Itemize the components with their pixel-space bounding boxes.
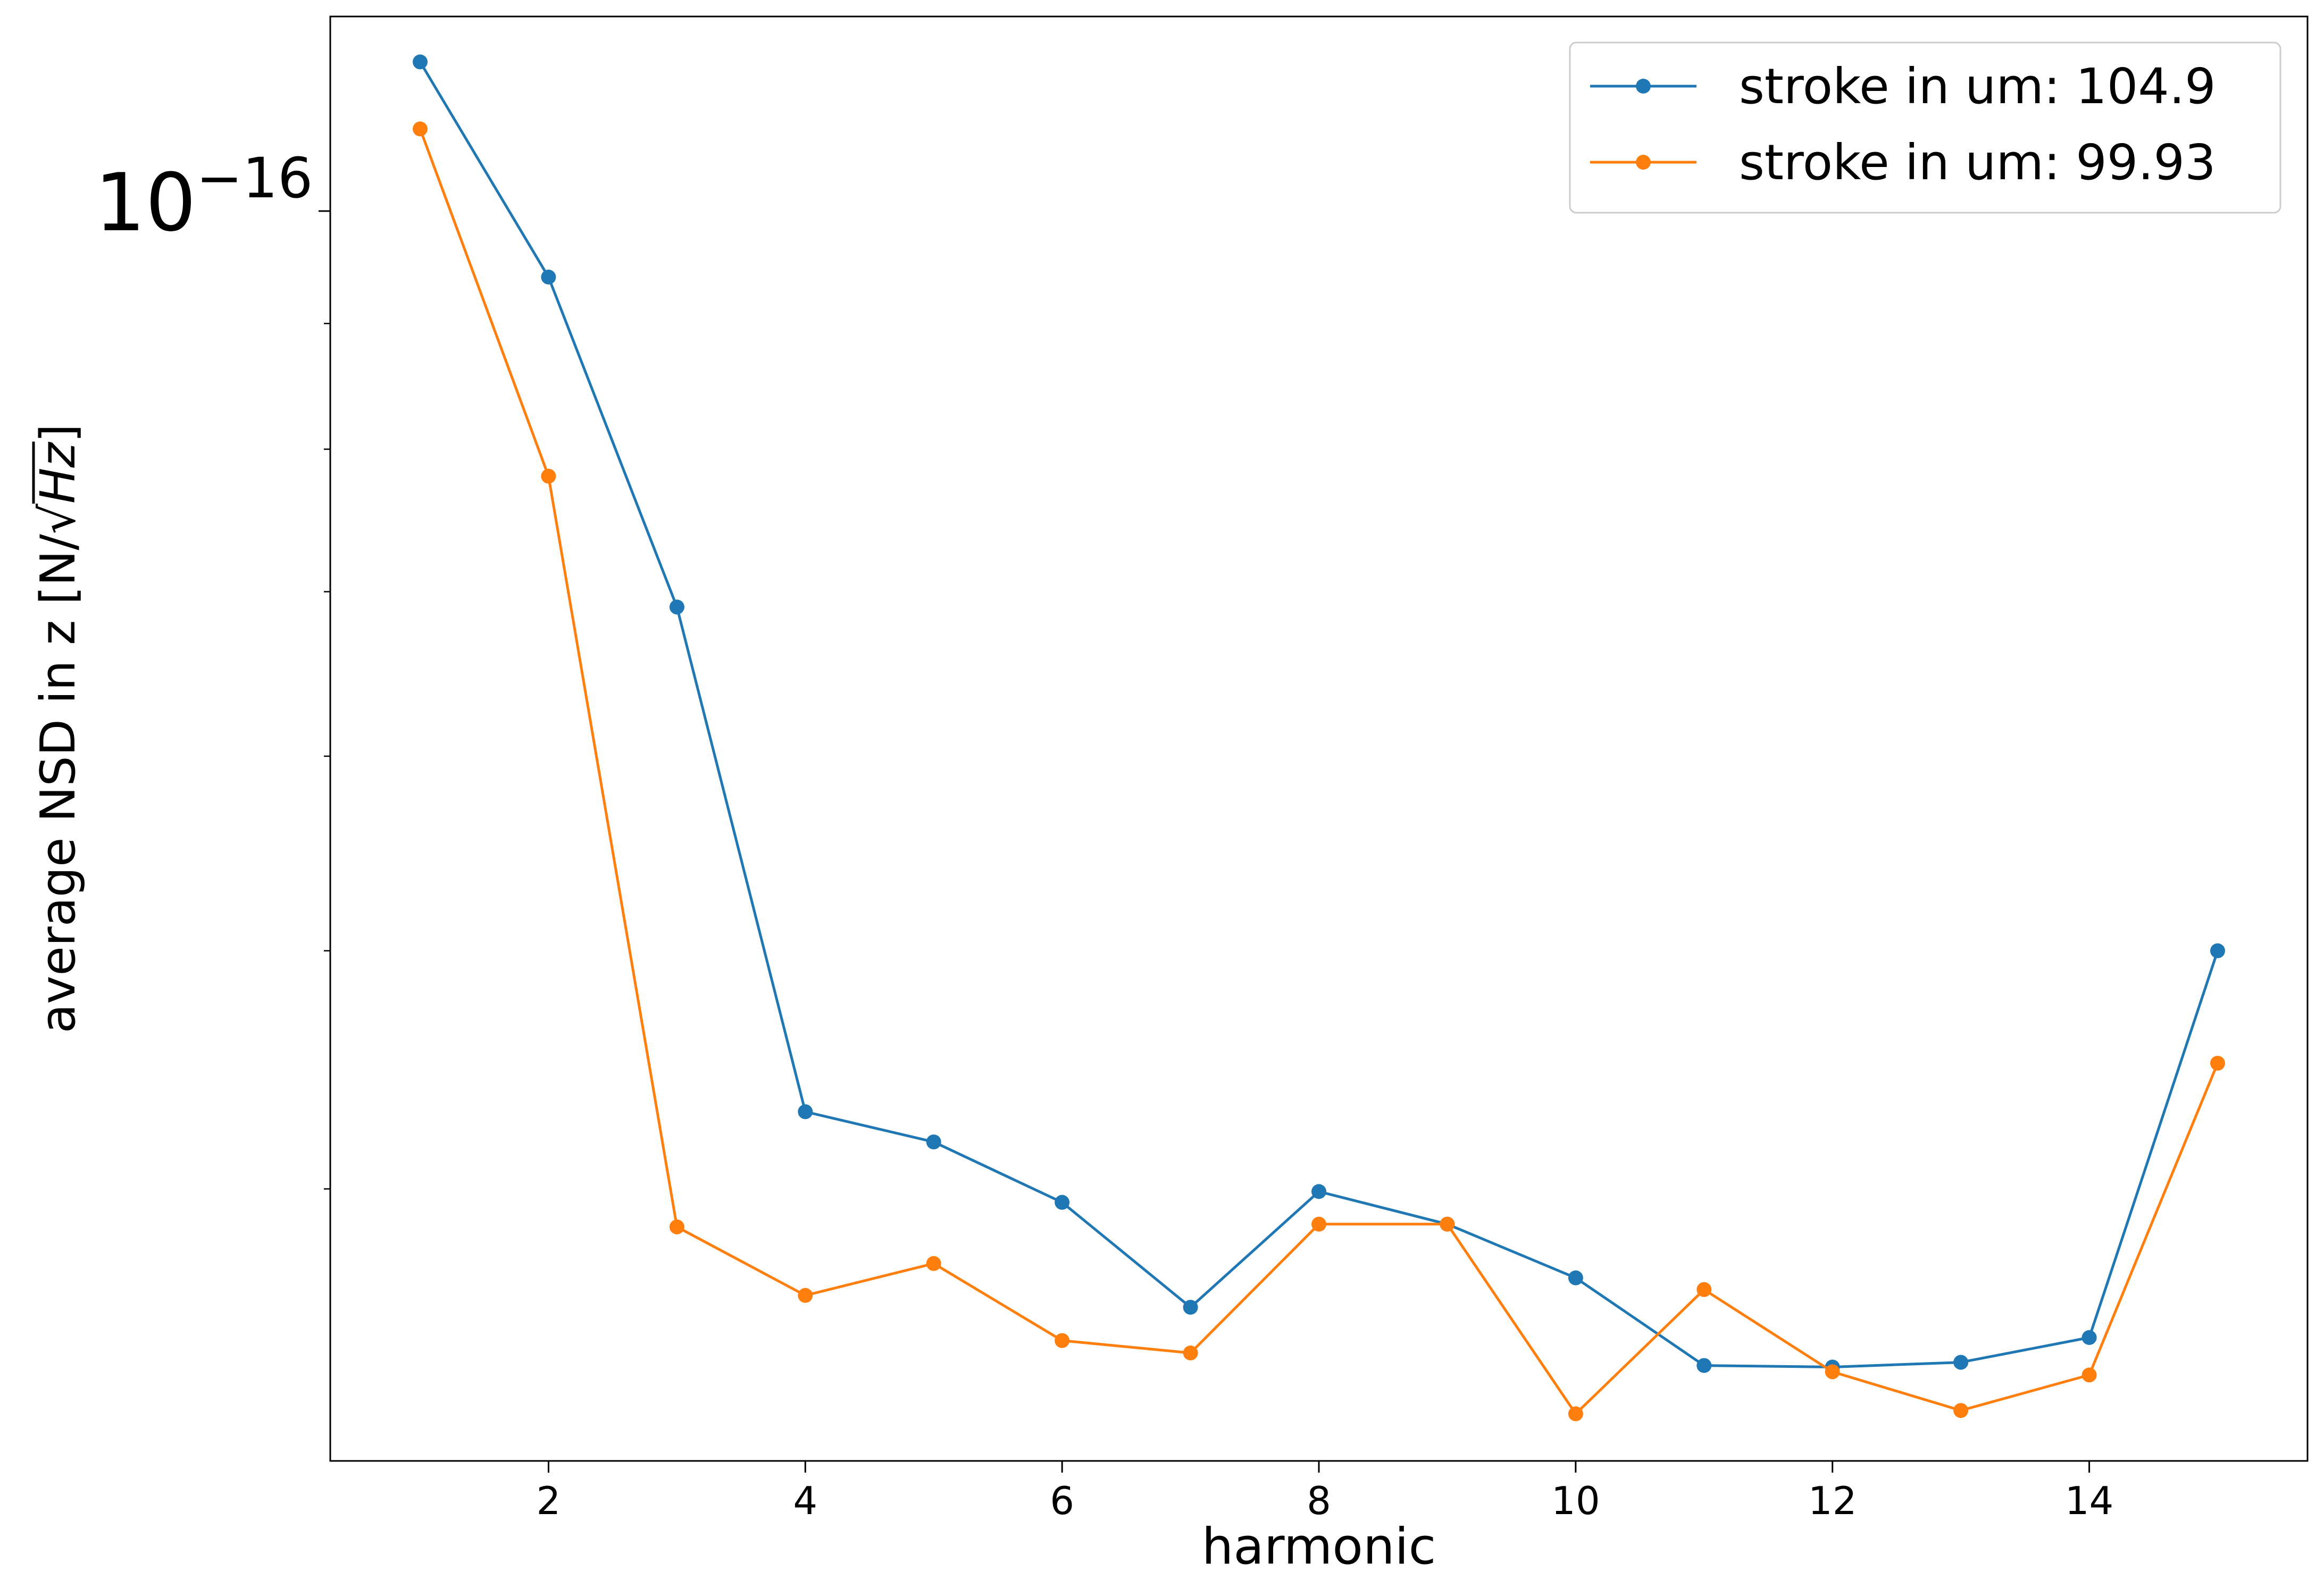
y-axis-label-suffix: ] [30, 424, 86, 442]
y-tick-label: 10−16 [95, 146, 313, 249]
data-point [413, 121, 428, 137]
data-point [1183, 1300, 1198, 1315]
data-point [1311, 1184, 1326, 1199]
y-axis-label: average NSD in z [N/√Hz] [30, 424, 86, 1033]
data-point [1055, 1333, 1070, 1348]
data-point [1183, 1346, 1198, 1360]
sqrt-symbol: √ [30, 503, 86, 534]
plot-data [413, 54, 2225, 1422]
legend-item: stroke in um: 104.9 [1590, 58, 2216, 115]
x-axis-ticks: 2 4 6 8 10 12 14 [537, 1461, 2114, 1523]
data-point [1440, 1216, 1455, 1232]
data-point [2081, 1367, 2097, 1383]
data-point [1568, 1406, 1583, 1422]
legend-marker [1636, 79, 1651, 94]
y-tick-exponent: −16 [196, 146, 313, 211]
legend-item: stroke in um: 99.93 [1590, 134, 2216, 191]
legend: stroke in um: 104.9 stroke in um: 99.93 [1569, 41, 2281, 214]
data-point [798, 1104, 813, 1119]
data-point [669, 1219, 684, 1234]
y-tick-base: 10 [95, 157, 196, 249]
data-point [1311, 1216, 1326, 1232]
x-tick-label: 8 [1307, 1478, 1331, 1523]
data-point [1825, 1364, 1840, 1380]
data-point [2081, 1330, 2097, 1345]
data-point [2210, 943, 2225, 958]
legend-label: stroke in um: 104.9 [1739, 58, 2216, 115]
series-1 [413, 54, 2225, 1375]
x-tick-label: 14 [2065, 1478, 2114, 1523]
x-tick-label: 4 [793, 1478, 817, 1523]
data-point [413, 54, 428, 70]
data-point [2210, 1056, 2225, 1071]
legend-marker [1636, 155, 1651, 170]
y-axis-ticks: 10−16 [95, 146, 330, 1190]
data-point [1953, 1355, 1969, 1370]
series-2 [413, 121, 2225, 1422]
legend-box [1569, 41, 2281, 214]
data-point [541, 270, 556, 285]
x-tick-label: 10 [1551, 1478, 1600, 1523]
legend-label: stroke in um: 99.93 [1739, 134, 2216, 191]
y-axis-label-prefix: average NSD in z [N/ [30, 534, 86, 1033]
x-axis-label: harmonic [1202, 1518, 1436, 1576]
data-point [926, 1256, 941, 1271]
data-point [541, 469, 556, 484]
x-tick-label: 6 [1050, 1478, 1074, 1523]
data-point [1568, 1270, 1583, 1285]
x-tick-label: 2 [537, 1478, 561, 1523]
x-tick-label: 12 [1808, 1478, 1857, 1523]
data-point [1055, 1194, 1070, 1210]
y-axis-label-unit: Hz [30, 441, 86, 504]
data-point [1696, 1282, 1712, 1297]
data-point [1696, 1358, 1712, 1373]
data-point [669, 599, 684, 615]
data-point [1953, 1403, 1969, 1418]
data-point [926, 1134, 941, 1150]
data-point [798, 1288, 813, 1303]
